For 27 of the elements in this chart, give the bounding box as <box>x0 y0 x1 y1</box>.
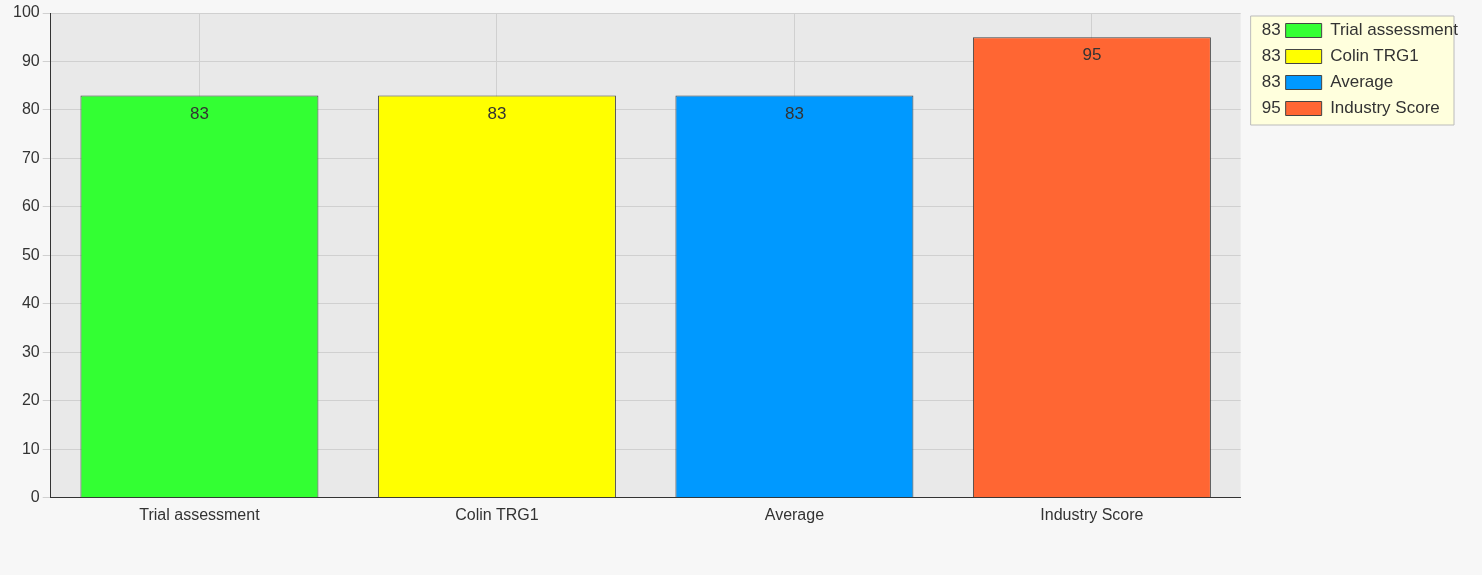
y-tick-label: 50 <box>21 245 40 263</box>
y-tick-label: 30 <box>21 342 40 360</box>
y-tick-label: 20 <box>21 391 40 409</box>
data-label: 83 <box>784 103 804 123</box>
text: 83 <box>1261 46 1281 66</box>
y-tick-label: 0 <box>30 488 40 506</box>
text: 83 <box>1261 72 1281 92</box>
legend-label: Industry Score <box>1330 98 1440 118</box>
y-tick-label: 80 <box>21 100 40 118</box>
data-label: 95 <box>1082 45 1102 65</box>
y-tick-label: 40 <box>21 294 40 312</box>
text: 95 <box>1261 98 1281 118</box>
y-tick-label: 90 <box>21 51 40 69</box>
y-tick-label: 60 <box>21 197 40 215</box>
text: 83 <box>1261 20 1281 40</box>
y-tick-label: 10 <box>21 439 40 457</box>
legend-label: Trial assessment <box>1330 20 1459 40</box>
y-tick-label: 70 <box>21 148 40 166</box>
x-tick-label: Average <box>764 505 825 523</box>
x-tick-label: Colin TRG1 <box>455 505 539 523</box>
data-label: 83 <box>487 103 507 123</box>
legend-label: Average <box>1330 72 1394 92</box>
x-tick-label: Trial assessment <box>139 505 261 523</box>
data-label: 83 <box>189 103 209 123</box>
legend-label: Colin TRG1 <box>1330 46 1419 66</box>
y-tick-label: 100 <box>12 3 40 21</box>
x-tick-label: Industry Score <box>1040 505 1144 523</box>
